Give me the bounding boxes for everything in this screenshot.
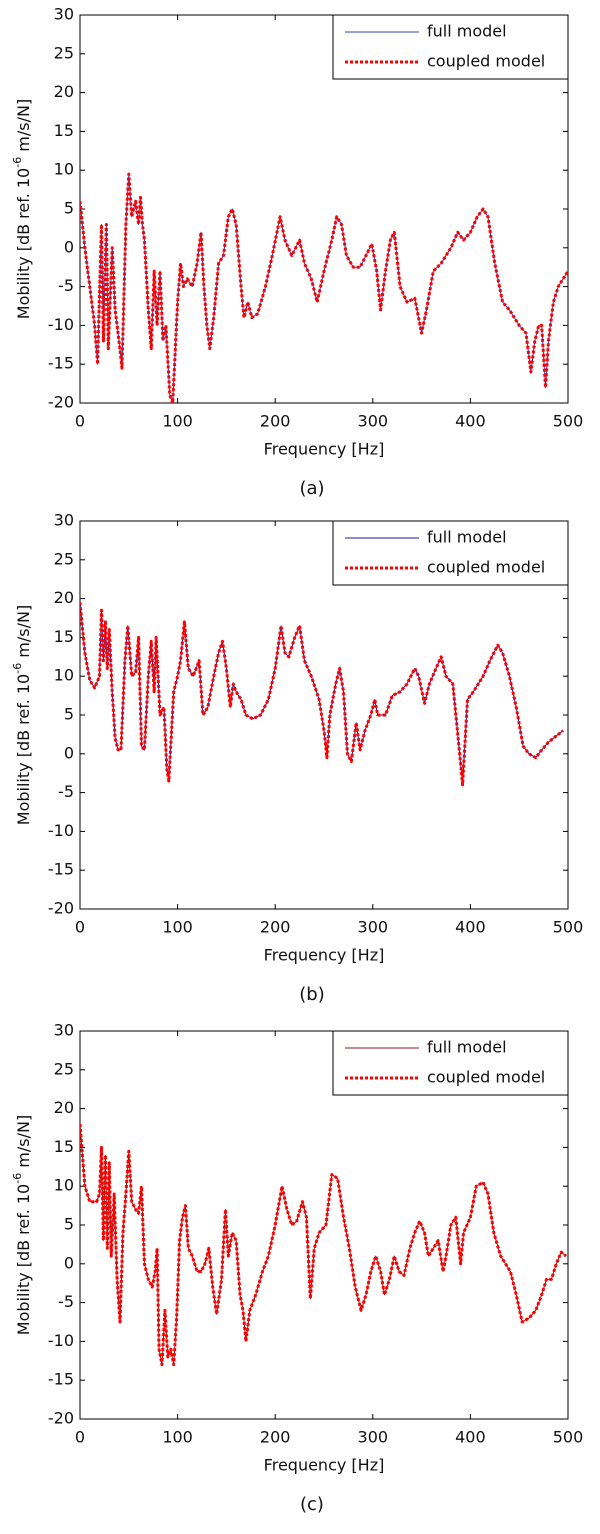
caption: (a) — [299, 478, 324, 499]
y-tick-label: -10 — [48, 315, 74, 334]
y-tick-label: 15 — [54, 121, 74, 140]
y-tick-label: -5 — [58, 782, 74, 801]
y-tick-label: 10 — [54, 1176, 74, 1195]
x-tick-label: 500 — [553, 1428, 584, 1447]
y-tick-label: -15 — [48, 1370, 74, 1389]
caption: (c) — [300, 1494, 324, 1515]
y-axis-label-part: m/s/N] — [14, 99, 33, 157]
y-tick-label: -20 — [48, 1409, 74, 1428]
y-tick-label: 10 — [54, 160, 74, 179]
x-axis-label: Frequency [Hz] — [264, 440, 385, 459]
x-tick-label: 500 — [553, 918, 584, 937]
y-tick-label: 15 — [54, 1137, 74, 1156]
y-tick-label: 10 — [54, 666, 74, 685]
y-tick-label: -5 — [58, 1292, 74, 1311]
caption: (b) — [299, 984, 324, 1005]
y-axis-label-part: Mobility [dB ref. 10 — [14, 168, 33, 319]
y-axis-label-part: -6 — [11, 663, 24, 674]
y-tick-label: 5 — [64, 199, 74, 218]
y-axis-label-part: m/s/N] — [14, 1115, 33, 1173]
x-tick-label: 400 — [455, 1428, 486, 1447]
y-tick-label: 25 — [54, 549, 74, 568]
y-tick-label: 5 — [64, 705, 74, 724]
legend-label: coupled model — [427, 52, 545, 71]
y-tick-label: 5 — [64, 1215, 74, 1234]
x-tick-label: 100 — [162, 918, 193, 937]
y-tick-label: -20 — [48, 393, 74, 412]
x-tick-label: 500 — [553, 412, 584, 431]
series-line — [80, 602, 565, 787]
y-tick-label: 20 — [54, 82, 74, 101]
y-tick-label: -15 — [48, 354, 74, 373]
series-line — [80, 602, 564, 786]
y-axis-label: Mobility [dB ref. 10-6 m/s/N] — [11, 1115, 33, 1335]
x-tick-label: 0 — [75, 1428, 85, 1447]
series-line — [80, 1124, 567, 1366]
y-tick-label: 0 — [64, 1253, 74, 1272]
x-tick-label: 300 — [358, 412, 389, 431]
x-tick-label: 200 — [260, 412, 291, 431]
y-tick-label: -5 — [58, 276, 74, 295]
x-tick-label: 0 — [75, 918, 85, 937]
y-tick-label: 30 — [54, 5, 74, 24]
y-tick-label: 30 — [54, 1021, 74, 1040]
x-tick-label: 400 — [455, 412, 486, 431]
y-tick-label: 20 — [54, 588, 74, 607]
y-tick-label: -10 — [48, 821, 74, 840]
legend-label: coupled model — [427, 558, 545, 577]
x-axis-label: Frequency [Hz] — [264, 946, 385, 965]
x-tick-label: 300 — [358, 918, 389, 937]
series-line — [80, 1124, 567, 1367]
y-tick-label: 15 — [54, 627, 74, 646]
legend-label: full model — [427, 528, 507, 547]
y-axis-label-part: Mobility [dB ref. 10 — [14, 1184, 33, 1335]
y-tick-label: -15 — [48, 860, 74, 879]
y-tick-label: 30 — [54, 511, 74, 530]
series-line — [80, 172, 568, 403]
x-tick-label: 200 — [260, 918, 291, 937]
y-tick-label: 25 — [54, 1059, 74, 1078]
y-axis-label-part: m/s/N] — [14, 605, 33, 663]
y-axis-label-part: -6 — [11, 157, 24, 168]
x-tick-label: 400 — [455, 918, 486, 937]
legend-box — [332, 1030, 569, 1096]
x-tick-label: 100 — [162, 412, 193, 431]
x-tick-label: 0 — [75, 412, 85, 431]
x-axis-label: Frequency [Hz] — [264, 1456, 385, 1475]
legend-label: coupled model — [427, 1068, 545, 1087]
y-axis-label: Mobility [dB ref. 10-6 m/s/N] — [11, 99, 33, 319]
y-tick-label: -20 — [48, 899, 74, 918]
x-tick-label: 200 — [260, 1428, 291, 1447]
legend-label: full model — [427, 22, 507, 41]
legend-box — [332, 14, 569, 80]
y-axis-label-part: -6 — [11, 1173, 24, 1184]
x-tick-label: 300 — [358, 1428, 389, 1447]
y-tick-label: -10 — [48, 1331, 74, 1350]
y-axis-label: Mobility [dB ref. 10-6 m/s/N] — [11, 605, 33, 825]
legend-label: full model — [427, 1038, 507, 1057]
y-tick-label: 0 — [64, 237, 74, 256]
x-tick-label: 100 — [162, 1428, 193, 1447]
legend-box — [332, 520, 569, 586]
y-axis-label-part: Mobility [dB ref. 10 — [14, 674, 33, 825]
y-tick-label: 25 — [54, 43, 74, 62]
y-tick-label: 0 — [64, 743, 74, 762]
y-tick-label: 20 — [54, 1098, 74, 1117]
